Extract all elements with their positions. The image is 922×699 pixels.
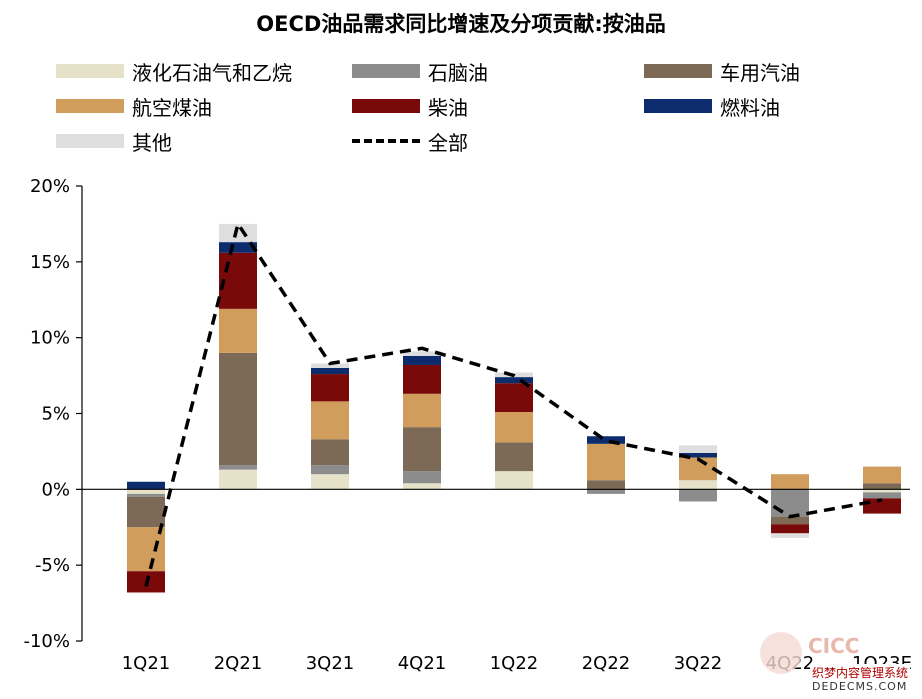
legend-label: 其他 [132,130,172,155]
legend-label: 航空煤油 [132,95,212,120]
bar-segment [863,483,901,490]
bar-segment [127,496,165,528]
legend-item-total: 全部 [352,126,468,156]
bar-segment [679,445,717,453]
bar-segment [403,427,441,472]
bar-segment [311,363,349,368]
legend-swatch-fuel-oil [644,99,712,113]
legend-item-gasoline: 车用汽油 [644,56,800,86]
bars-layer [127,223,901,593]
bar-segment [311,374,349,402]
watermark-logo-icon [760,632,802,674]
bar-segment [311,465,349,475]
bar-segment [219,223,257,243]
bar-segment [219,308,257,353]
legend-swatch-naphtha [352,64,420,78]
y-tick-label: -10% [23,631,70,652]
bar-segment [495,471,533,490]
bar-segment [587,443,625,481]
legend-swatch-jet-fuel [56,99,124,113]
bar-segment [587,489,625,494]
legend-label: 液化石油气和乙烷 [132,60,292,85]
watermark-brand: CICC [808,634,860,658]
legend-item-other: 其他 [56,126,172,156]
bar-segment [219,465,257,470]
x-tick-label: 3Q21 [306,653,355,674]
bar-segment [311,439,349,466]
y-tick-label: 10% [30,328,70,349]
total-line [144,219,883,587]
bar-segment [771,516,809,525]
bar-segment [403,483,441,490]
y-tick-label: 15% [30,252,70,273]
y-tick-label: 20% [30,176,70,197]
watermark: CICC 织梦内容管理系统 DEDECMS.COM [760,628,911,694]
legend-swatch-lpg [56,64,124,78]
bar-segment [679,457,717,481]
legend-label: 石脑油 [428,60,488,85]
bar-segment [403,355,441,365]
bar-segment [587,436,625,444]
watermark-line1: 织梦内容管理系统 [810,664,911,681]
bar-segment [403,393,441,428]
bar-segment [127,481,165,490]
legend-swatch-diesel [352,99,420,113]
bar-segment [219,469,257,490]
bar-segment [495,411,533,443]
bar-segment [311,474,349,490]
chart-title: OECD油品需求同比增速及分项贡献:按油品 [256,12,666,36]
y-tick-label: 5% [41,404,70,425]
bar-segment [863,466,901,484]
bar-segment [127,489,165,494]
bar-segment [863,498,901,514]
bar-segment [771,533,809,538]
x-tick-label: 1Q21 [122,653,171,674]
bar-segment [495,383,533,412]
legend-item-diesel: 柴油 [352,91,468,121]
bar-segment [127,493,165,497]
bar-segment [219,242,257,253]
legend-swatch-total [352,139,420,143]
bar-segment [679,489,717,502]
x-tick-label: 3Q22 [674,653,723,674]
bar-segment [311,401,349,440]
bar-segment [219,352,257,466]
bar-segment [863,489,901,493]
bar-segment [127,527,165,572]
legend-item-lpg: 液化石油气和乙烷 [56,56,292,86]
bar-segment [495,377,533,384]
watermark-line2: DEDECMS.COM [812,680,908,693]
x-tick-label: 1Q22 [490,653,539,674]
bar-segment [771,524,809,534]
legend-swatch-other [56,134,124,148]
y-tick-label: 0% [41,479,70,500]
legend-label: 柴油 [428,95,468,120]
x-tick-label: 4Q21 [398,653,447,674]
legend-item-jet-fuel: 航空煤油 [56,91,212,121]
line-layer [144,219,883,587]
legend-label: 全部 [428,130,468,155]
legend-label: 车用汽油 [720,60,800,85]
x-tick-label: 2Q21 [214,653,263,674]
bar-segment [403,471,441,484]
bar-segment [863,492,901,499]
bar-segment [403,364,441,394]
legend-item-naphtha: 石脑油 [352,56,488,86]
y-tick-label: -5% [35,555,70,576]
axes-layer: -10% -5% 0% 5% 10% 15% 20% 1Q21 2Q21 3Q21 4Q21 1Q22… [23,176,911,674]
bar-segment [587,480,625,490]
legend-label: 燃料油 [720,95,780,120]
bar-segment [771,474,809,490]
bar-segment [679,480,717,490]
bar-segment [495,442,533,472]
bar-segment [311,368,349,375]
legend-item-fuel-oil: 燃料油 [644,91,780,121]
bar-segment [403,351,441,356]
bar-segment [679,452,717,458]
legend-swatch-gasoline [644,64,712,78]
x-tick-label: 2Q22 [582,653,631,674]
bar-segment [771,489,809,517]
